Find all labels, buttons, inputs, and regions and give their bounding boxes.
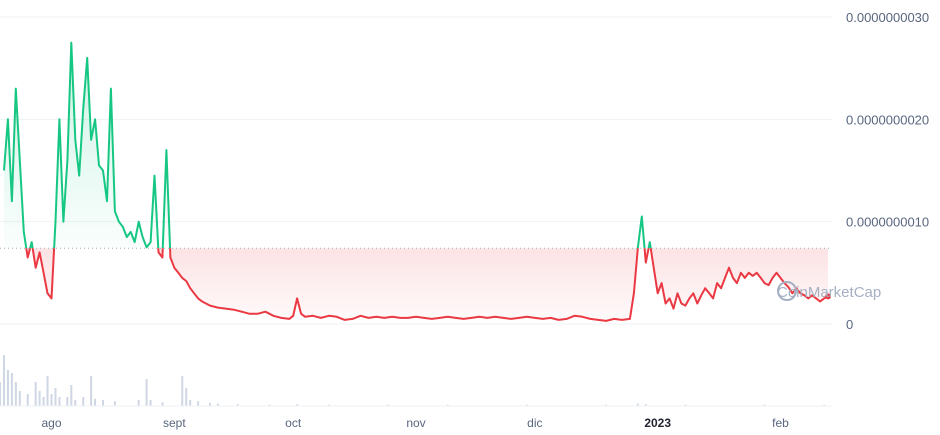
volume-bar [605,404,608,406]
x-tick-label: oct [285,416,302,430]
x-tick-label: nov [406,416,425,430]
y-tick-label: 0 [846,317,853,332]
volume-bar [236,404,239,406]
coinmarketcap-logo-icon [777,281,797,301]
volume-bar [268,404,271,406]
price-series [3,41,832,322]
volume-bar [74,400,77,406]
volume-bar [823,404,826,406]
watermark-text: CoinMarketCap [777,284,881,301]
volume-bar [161,402,164,406]
last-price-dot [825,293,832,300]
volume-bar [0,382,1,406]
volume-bar [54,388,57,406]
volume-bar [102,400,105,406]
x-tick-label: dic [527,416,542,430]
volume-bar [296,404,299,406]
volume-bar [197,401,200,406]
area-above-reference [4,42,651,249]
volume-bar [387,404,390,406]
volume-bar [50,394,53,406]
volume-bar [6,370,9,406]
volume-bar [34,382,37,406]
volume-bar [38,391,41,406]
volume-bar [113,401,116,406]
volume-bar [66,397,69,406]
volume-bar [2,355,5,406]
y-tick-label: 0.0000000030 [846,10,929,25]
volume-bar [181,376,184,406]
volume-bar [644,404,647,406]
volume-bar [42,397,45,406]
volume-bar [189,400,192,406]
volume-bar [90,376,93,406]
volume-bar [18,391,21,406]
volume-bar [46,376,49,406]
volume-bar [446,404,449,406]
x-tick-label: sept [163,416,186,430]
watermark: CoinMarketCap [777,281,881,301]
volume-bar [525,404,528,406]
volume-bar [763,404,766,406]
price-line-below [25,248,829,322]
volume-bar [94,398,97,406]
volume-bar [137,400,140,406]
volume-bar [208,403,211,406]
volume-bar [636,403,639,406]
x-tick-label: 2023 [644,416,671,430]
volume-bar [82,397,85,406]
volume-bar [70,385,73,406]
volume-bar [145,379,148,406]
volume-bar [216,403,219,406]
area-below-reference [4,248,828,321]
volume-bar [185,388,188,406]
volume-bars [0,355,826,406]
volume-bar [327,404,330,406]
volume-bar [149,400,152,406]
y-tick-label: 0.0000000020 [846,112,929,127]
y-tick-label: 0.0000000010 [846,215,929,230]
y-axis: 0 0.0000000010 0.0000000020 0.0000000030 [846,10,929,332]
x-tick-label: feb [772,416,789,430]
volume-bar [26,394,29,406]
area-fill [4,42,828,321]
volume-bar [58,397,61,406]
volume-bar [684,404,687,406]
volume-bar [14,382,17,406]
x-tick-label: ago [41,416,61,430]
volume-bar [10,373,13,406]
x-axis: agoseptoctnovdic2023febabrmay [41,416,789,430]
price-line-above [3,41,652,249]
